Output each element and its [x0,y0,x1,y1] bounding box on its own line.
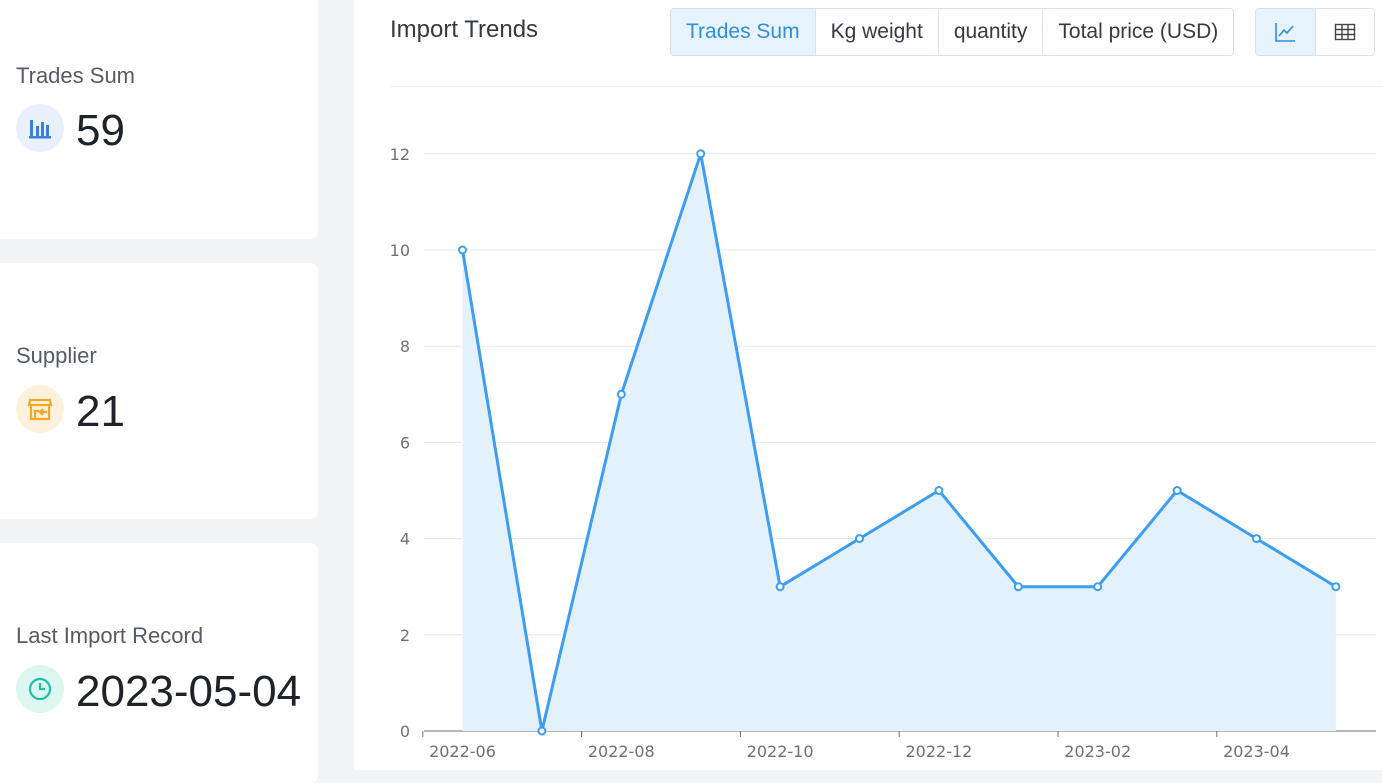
bar-chart-icon [16,104,64,152]
metric-tab-group: Trades Sum Kg weight quantity Total pric… [670,8,1235,56]
x-tick-label: 2023-02 [1064,742,1131,761]
tab-total-price[interactable]: Total price (USD) [1042,9,1234,55]
x-tick-label: 2022-10 [747,742,814,761]
store-icon [16,385,64,433]
supplier-value: 21 [76,387,125,436]
last-import-label: Last Import Record [16,623,204,648]
series-line [461,152,1337,733]
import-trends-chart: 0 2 4 6 8 10 12 2022-06 2022-08 2022-10 2022-12 202… [390,145,1376,761]
data-point [1252,534,1261,544]
last-import-value: 2023-05-04 [76,667,302,716]
tab-trades-sum[interactable]: Trades Sum [671,9,815,55]
trades-sum-label: Trades Sum [16,63,136,88]
y-tick-label: 0 [400,722,410,741]
y-tick-label: 6 [400,433,410,452]
panel-divider [390,86,1382,87]
panel-title: Import Trends [390,16,539,43]
data-point [537,726,547,736]
y-tick-label: 8 [400,337,410,356]
view-toggle [1255,8,1375,56]
data-point [1172,486,1182,495]
x-tick-label: 2022-06 [429,742,496,761]
data-point [696,149,706,159]
line-chart-view-button[interactable] [1256,9,1315,55]
import-trends-panel: Import Trends Trades Sum Kg weight quant… [354,0,1382,770]
tab-quantity[interactable]: quantity [937,9,1043,55]
supplier-label: Supplier [16,343,97,368]
table-view-button[interactable] [1314,9,1375,55]
data-point [1331,582,1341,592]
data-point [1093,582,1103,592]
clock-icon [16,665,64,713]
x-tick-label: 2022-12 [905,742,972,761]
supplier-card: Supplier 21 [0,263,318,519]
data-point [934,486,944,495]
tab-kg-weight[interactable]: Kg weight [814,9,938,55]
y-tick-label: 2 [400,626,410,645]
y-tick-label: 10 [390,241,410,260]
y-tick-label: 12 [390,145,410,164]
line-chart-icon [1275,23,1296,42]
data-point [855,534,864,544]
trades-sum-card: Trades Sum 59 [0,0,318,239]
data-point [1013,582,1023,592]
y-tick-label: 4 [400,530,410,549]
table-icon [1334,23,1355,41]
data-point [775,582,785,592]
data-point [616,389,626,399]
trades-sum-value: 59 [76,106,125,155]
last-import-card: Last Import Record 2023-05-04 [0,543,318,783]
data-point [458,245,467,255]
x-tick-label: 2023-04 [1223,742,1290,761]
x-tick-label: 2022-08 [588,742,655,761]
series-area [462,153,1336,732]
